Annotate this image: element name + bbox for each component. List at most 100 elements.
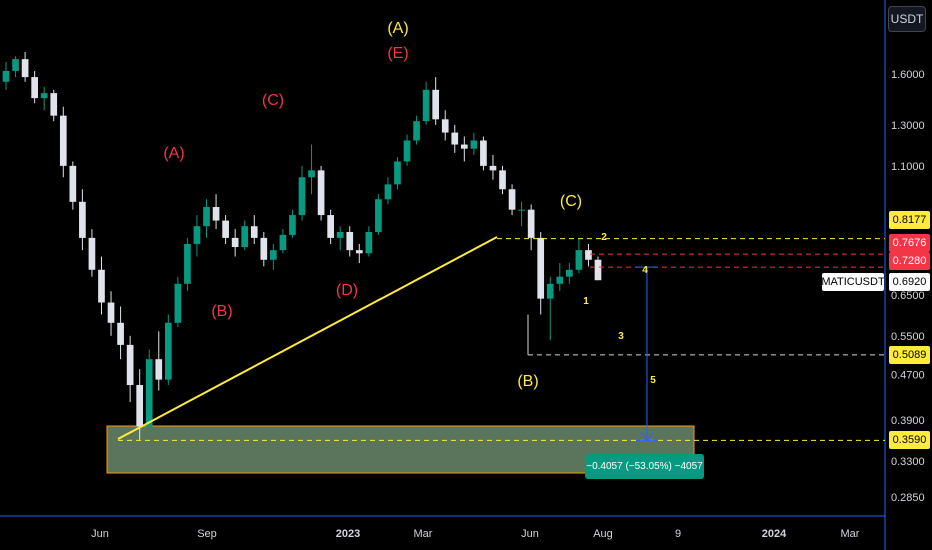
x-tick-label: 2024 [762,528,787,540]
level-count-label: 5 [650,375,656,386]
x-tick-label: Mar [841,528,860,540]
candle-body [460,144,468,149]
candle-body [298,177,306,216]
level-count-label: 3 [618,331,624,342]
wave-label: (D) [336,282,358,299]
candle-body [270,250,277,260]
x-tick-label: Aug [593,528,613,540]
candle-body [203,207,210,227]
y-tick-label: 0.5500 [891,331,925,343]
price-tag-07280: 0.7280 [889,252,930,270]
currency-selector-button[interactable]: USDT [888,6,926,32]
candle-body [136,385,144,427]
symbol-label: MATICUSDT [821,273,885,291]
candle-body [470,140,478,149]
trend-line [117,236,498,440]
wave-label: (A) [387,20,408,37]
candle-body [556,276,564,284]
candle-body [394,161,401,185]
candle-body [193,226,201,244]
candle-body [441,119,449,133]
candle-body [575,250,583,270]
candle-body [413,121,420,141]
candle-body [21,59,29,78]
candle-body [50,93,58,116]
price-tag-07676: 0.7676 [889,234,930,252]
wave-label: (C) [560,193,582,210]
candle-body [289,215,296,235]
candle-body [546,283,554,299]
candle-body [422,89,430,122]
price-tag-03590: 0.3590 [889,431,930,449]
wave-label: 1 [583,296,589,307]
candle-body [31,77,38,99]
y-tick-label: 0.2850 [891,492,925,504]
candle-body [355,250,363,254]
wave-label: (E) [387,45,408,62]
candle-body [2,70,10,82]
candle-body [126,344,134,386]
wave-label: (A) [163,145,184,162]
price-tag-08177: 0.8177 [889,211,930,229]
candle-body [308,170,315,178]
candle-body [222,220,229,238]
candle-body [117,322,124,345]
candle-body [145,359,153,427]
candle-body [432,89,440,120]
candle-body [12,59,19,71]
candle-body [375,199,382,232]
candle-body [480,140,487,166]
candle-body [69,165,77,202]
candle-body [250,226,258,238]
candle-body [155,359,163,380]
candle-body [59,115,67,166]
candle-body [451,132,459,145]
candle-body [336,231,344,238]
candle-body [365,231,373,254]
candle-body [107,302,115,323]
x-tick-label: Jun [91,528,109,540]
candle-body [212,207,220,221]
candle-body [260,237,268,260]
level-count-label: 2 [601,232,607,243]
x-tick-label: Mar [414,528,433,540]
x-tick-label: 2023 [336,528,360,540]
candle-body [403,140,411,162]
candle-body [499,170,506,190]
candle-body [566,269,573,277]
x-tick-label: Jun [521,528,539,540]
candle-body [518,209,525,211]
candle-body [88,237,96,270]
price-tag-current: 0.6920 [889,273,930,291]
candle-body [508,189,516,210]
candle-body [40,93,48,99]
y-tick-label: 1.3000 [891,120,925,132]
candle-body [174,283,182,323]
candle-body [231,237,239,248]
candle-body [79,201,86,238]
candle-body [594,259,602,281]
candle-body [537,237,545,299]
candle-body [279,234,287,251]
wave-label: (B) [211,303,232,320]
level-count-label: 4 [642,265,648,276]
candle-body [164,322,172,380]
candle-body [346,231,354,251]
y-tick-label: 0.3300 [891,456,925,468]
candle-body [98,269,105,303]
measure-result-label: −0.4057 (−53.05%) −4057 [585,454,704,479]
wave-label: (B) [517,373,538,390]
candle-body [585,250,592,260]
y-tick-label: 1.6000 [891,69,925,81]
y-tick-label: 0.3900 [891,415,925,427]
candle-body [317,170,325,216]
wave-label: (C) [262,92,284,109]
candle-body [327,215,334,238]
price-tag-05089: 0.5089 [889,346,930,364]
y-tick-label: 0.6500 [891,290,925,302]
x-tick-label: Sep [197,528,217,540]
x-tick-label: 9 [675,528,681,540]
candle-body [184,243,191,284]
candle-body [241,226,249,248]
